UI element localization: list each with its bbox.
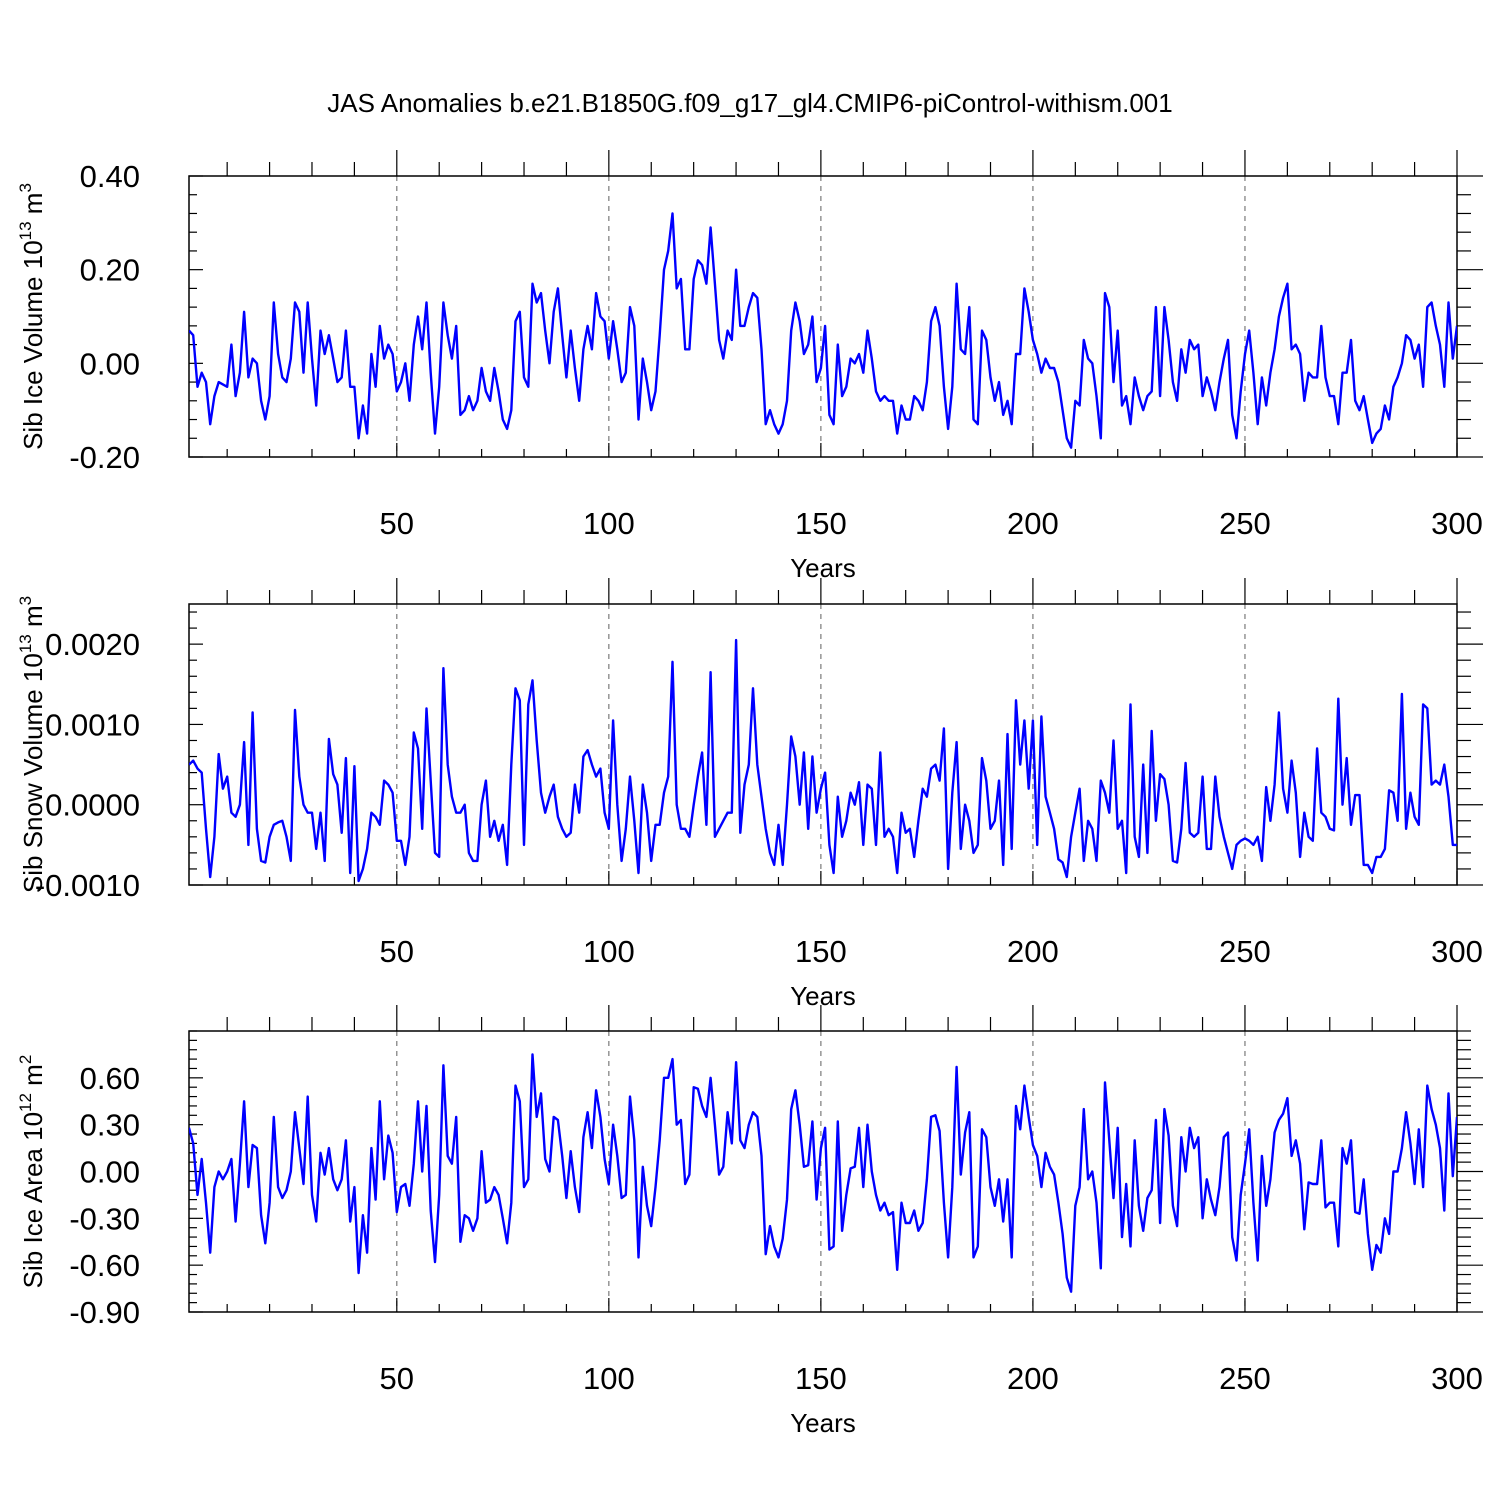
x-axis-title: Years (790, 1408, 856, 1438)
y-tick-label: 0.40 (80, 159, 140, 194)
x-tick-label: 100 (583, 506, 635, 541)
y-tick-label: 0.00 (80, 1155, 140, 1190)
x-tick-label: 50 (380, 934, 414, 969)
y-axis-title: Sib Ice Volume 1013 m3 (16, 183, 48, 450)
series-line (189, 638, 1457, 883)
y-tick-label: -0.90 (69, 1295, 140, 1330)
plot-frame (188, 175, 1458, 458)
x-tick-label: 50 (380, 506, 414, 541)
y-tick-label: 0.0010 (45, 707, 140, 742)
panel-2: -0.0010 0.0000 0.0010 0.0020 50 100 150 200 250 3… (16, 578, 1483, 1011)
x-axis-title: Years (790, 553, 856, 583)
panel-1: -0.20 0.00 0.20 0.40 50 100 150 200 250 300 Years S… (16, 150, 1483, 583)
x-tick-label: 250 (1219, 934, 1271, 969)
y-tick-label: -0.0010 (35, 868, 140, 903)
plot-frame (188, 1030, 1458, 1313)
y-tick-label: -0.60 (69, 1248, 140, 1283)
panel-3: -0.90 -0.60 -0.30 0.00 0.30 0.60 50 100 150 200 25… (16, 1005, 1483, 1438)
y-tick-label: -0.30 (69, 1201, 140, 1236)
y-axis-title: Sib Snow Volume 1013 m3 (16, 596, 48, 893)
x-tick-label: 200 (1007, 506, 1059, 541)
x-tick-label: 250 (1219, 1361, 1271, 1396)
y-tick-label: 0.30 (80, 1108, 140, 1143)
y-tick-label: 0.00 (80, 346, 140, 381)
x-tick-label: 50 (380, 1361, 414, 1396)
y-tick-label: 0.20 (80, 253, 140, 288)
x-tick-label: 100 (583, 934, 635, 969)
series-line (189, 212, 1457, 449)
y-axis-title: Sib Ice Area 1012 m2 (16, 1055, 48, 1289)
figure-title: JAS Anomalies b.e21.B1850G.f09_g17_gl4.C… (327, 88, 1172, 118)
panels: -0.20 0.00 0.20 0.40 50 100 150 200 250 300 Years S… (16, 150, 1483, 1438)
x-tick-label: 250 (1219, 506, 1271, 541)
y-tick-label: -0.20 (69, 440, 140, 475)
x-tick-label: 150 (795, 506, 847, 541)
x-tick-label: 200 (1007, 1361, 1059, 1396)
x-tick-label: 100 (583, 1361, 635, 1396)
plot-frame (188, 603, 1458, 886)
x-tick-label: 300 (1431, 1361, 1483, 1396)
x-tick-label: 300 (1431, 506, 1483, 541)
y-tick-label: 0.60 (80, 1061, 140, 1096)
series-line (189, 1053, 1457, 1293)
x-tick-label: 150 (795, 1361, 847, 1396)
x-axis-title: Years (790, 981, 856, 1011)
x-tick-label: 200 (1007, 934, 1059, 969)
y-tick-label: 0.0000 (45, 788, 140, 823)
y-tick-label: 0.0020 (45, 627, 140, 662)
x-tick-label: 150 (795, 934, 847, 969)
x-tick-label: 300 (1431, 934, 1483, 969)
